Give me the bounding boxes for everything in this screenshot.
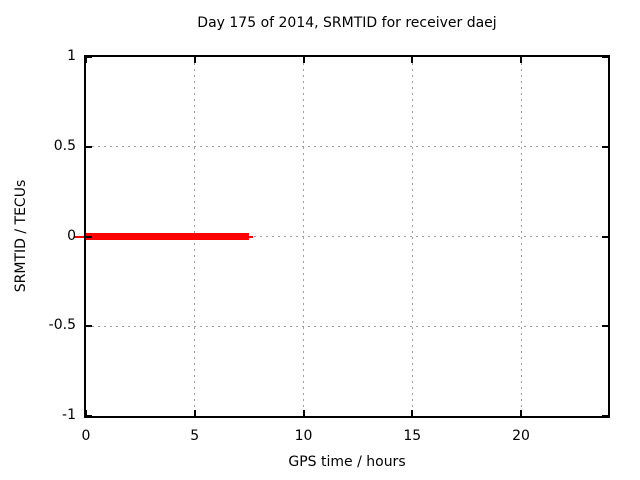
- x-tick-label: 0: [81, 428, 91, 444]
- x-axis-label: GPS time / hours: [288, 454, 406, 470]
- y-tick-label: 1: [67, 48, 76, 64]
- y-tick-right: [602, 56, 608, 58]
- x-tick-label: 10: [294, 428, 313, 444]
- y-tick-label: 0: [67, 227, 76, 244]
- y-gridline: [86, 236, 608, 237]
- x-tick-top: [85, 57, 87, 63]
- y-tick-label: -0.5: [48, 317, 76, 334]
- y-gridline: [86, 325, 608, 327]
- y-tick-label: -1: [62, 407, 76, 423]
- y-tick-left: [86, 145, 92, 148]
- y-gridline: [86, 146, 608, 148]
- x-tick-top: [193, 57, 196, 63]
- plot-area: [74, 55, 610, 418]
- y-tick-right: [602, 415, 608, 417]
- chart-title: Day 175 of 2014, SRMTID for receiver dae…: [197, 15, 497, 31]
- x-tick-top: [411, 57, 414, 63]
- y-tick-left: [86, 235, 92, 238]
- y-tick-left: [86, 415, 92, 417]
- x-tick-bottom: [302, 410, 305, 416]
- y-tick-left: [86, 325, 92, 328]
- x-tick-label: 5: [190, 428, 200, 444]
- series-line-cap-right: [249, 235, 254, 238]
- y-tick-right: [602, 235, 608, 238]
- y-tick-right: [602, 325, 608, 328]
- x-tick-top: [520, 57, 522, 63]
- y-tick-right: [602, 145, 608, 148]
- y-tick-left: [86, 56, 92, 58]
- x-tick-label: 20: [512, 428, 530, 444]
- series-line: [86, 233, 250, 240]
- x-tick-top: [302, 57, 305, 63]
- x-tick-bottom: [520, 410, 522, 416]
- x-tick-bottom: [85, 410, 87, 416]
- x-tick-label: 15: [403, 428, 422, 444]
- y-tick-label: 0.5: [53, 137, 76, 154]
- series-line-cap-left: [74, 235, 84, 238]
- x-tick-bottom: [193, 410, 196, 416]
- x-tick-bottom: [411, 410, 414, 416]
